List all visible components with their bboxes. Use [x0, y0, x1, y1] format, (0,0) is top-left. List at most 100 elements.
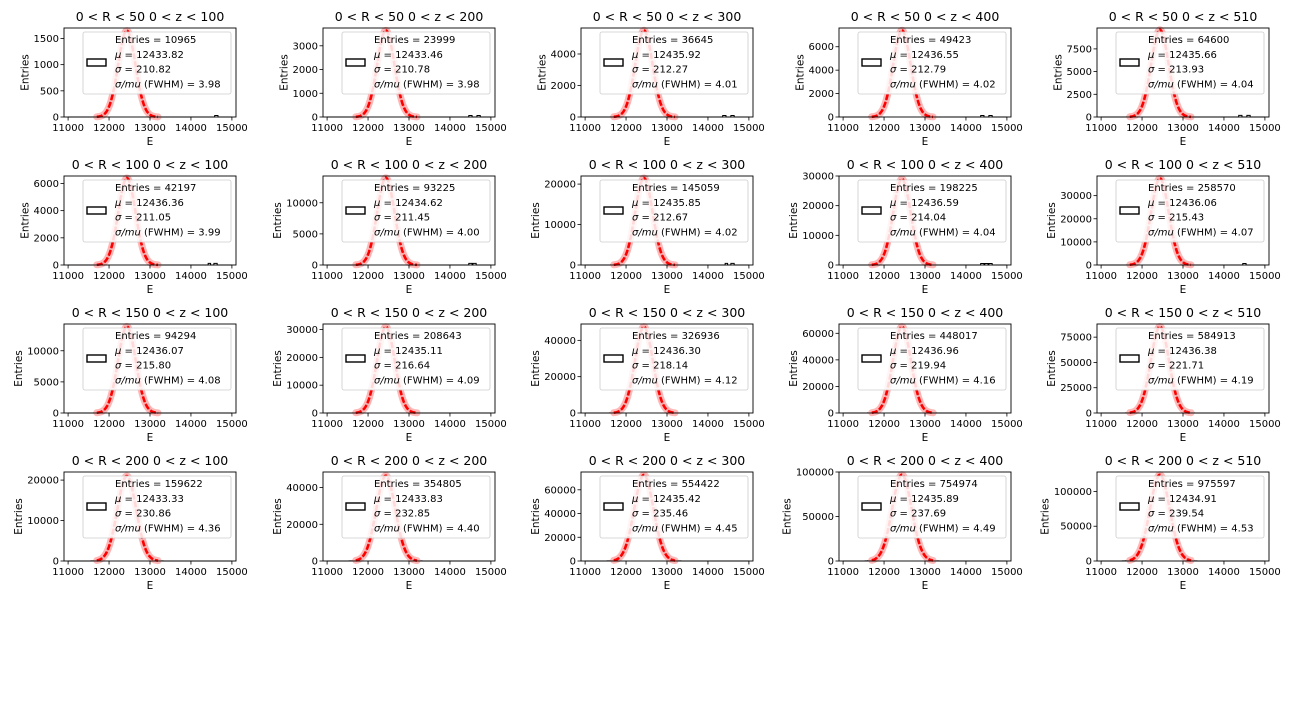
- legend-entry: Entries = 448017: [890, 331, 978, 342]
- x-tick-label: 14000: [434, 123, 466, 134]
- x-tick-label: 14000: [950, 419, 982, 430]
- x-tick-label: 15000: [1249, 419, 1281, 430]
- x-tick-label: 13000: [909, 419, 941, 430]
- x-tick-label: 13000: [1167, 123, 1199, 134]
- x-tick-label: 15000: [1249, 271, 1281, 282]
- subplot-title: 0 < R < 50 0 < z < 300: [593, 9, 742, 24]
- x-axis-label: E: [922, 136, 929, 148]
- legend-histogram-swatch: [861, 206, 882, 215]
- subplot-title: 0 < R < 150 0 < z < 400: [847, 305, 1004, 320]
- x-tick-label: 15000: [733, 271, 765, 282]
- fit-curve: [96, 29, 159, 119]
- legend-entry: σ/mu (FWHM) = 4.02: [890, 79, 996, 90]
- x-tick-label: 13000: [134, 419, 166, 430]
- y-tick-label: 4000: [551, 49, 576, 60]
- x-tick-label: 11000: [1085, 123, 1117, 134]
- x-tick-label: 12000: [1126, 123, 1158, 134]
- y-axis-label: Entries: [19, 54, 31, 91]
- subplot-10: 0 < R < 100 0 < z < 510 11000 12000 13000 14…: [1046, 157, 1281, 296]
- subplot-15: 0 < R < 150 0 < z < 510 11000 12000 13000 14…: [1046, 305, 1281, 444]
- legend-entry: Entries = 64600: [1148, 35, 1229, 46]
- y-tick-label: 20000: [1060, 214, 1092, 225]
- legend-entry: Entries = 159622: [115, 479, 203, 490]
- x-tick-label: 13000: [134, 271, 166, 282]
- y-tick-label: 10000: [544, 220, 576, 231]
- y-axis-label: Entries: [782, 498, 794, 535]
- y-tick-label: 20000: [802, 201, 834, 212]
- fit-curve: [1129, 176, 1192, 267]
- x-tick-label: 13000: [909, 567, 941, 578]
- x-tick-label: 15000: [991, 567, 1023, 578]
- subplot-7: 0 < R < 100 0 < z < 200 11000 12000 13000 14…: [272, 157, 507, 296]
- x-axis-label: E: [922, 432, 929, 444]
- y-tick-label: 10000: [802, 231, 834, 242]
- x-tick-label: 13000: [909, 123, 941, 134]
- y-tick-label: 20000: [544, 180, 576, 191]
- legend-entry: σ/mu (FWHM) = 3.99: [115, 227, 221, 238]
- legend-histogram-swatch: [86, 206, 107, 215]
- legend-histogram-swatch: [603, 502, 624, 511]
- fit-curve: [613, 29, 676, 119]
- subplot-13: 0 < R < 150 0 < z < 300 11000 12000 13000 14…: [530, 305, 765, 444]
- y-tick-label: 1000: [34, 60, 59, 71]
- legend: Entries = 258570 μ = 12436.06 σ = 215.43 σ/…: [1115, 179, 1265, 243]
- y-tick-label: 0: [312, 557, 318, 568]
- y-axis-label: Entries: [788, 202, 800, 239]
- y-tick-label: 10000: [27, 516, 59, 527]
- legend-entry: Entries = 93225: [374, 183, 455, 194]
- y-tick-label: 0: [570, 557, 576, 568]
- y-tick-label: 60000: [802, 329, 834, 340]
- x-tick-label: 11000: [827, 419, 859, 430]
- x-tick-label: 12000: [868, 271, 900, 282]
- legend: Entries = 94294 μ = 12436.07 σ = 215.80 σ/m…: [82, 327, 232, 391]
- x-axis-label: E: [922, 580, 929, 592]
- legend-box: [599, 179, 749, 243]
- y-tick-label: 2500: [1067, 90, 1092, 101]
- x-tick-label: 14000: [434, 419, 466, 430]
- x-tick-label: 13000: [393, 123, 425, 134]
- legend-entry: σ = 212.27: [632, 65, 688, 76]
- legend-entry: μ = 12436.55: [889, 50, 959, 61]
- x-tick-label: 11000: [569, 271, 601, 282]
- subplot-title: 0 < R < 200 0 < z < 400: [847, 453, 1004, 468]
- x-axis-label: E: [1180, 432, 1187, 444]
- x-tick-label: 12000: [868, 567, 900, 578]
- legend: Entries = 975597 μ = 12434.91 σ = 239.54 σ/…: [1115, 475, 1265, 539]
- y-tick-label: 0: [53, 409, 59, 420]
- x-tick-label: 13000: [651, 419, 683, 430]
- legend-entry: Entries = 42197: [115, 183, 196, 194]
- subplot-11: 0 < R < 150 0 < z < 100 11000 12000 13000 14…: [13, 305, 248, 444]
- y-axis-label: Entries: [1046, 350, 1058, 387]
- legend-entry: Entries = 145059: [632, 183, 720, 194]
- y-tick-label: 5000: [293, 229, 318, 240]
- legend-entry: σ/mu (FWHM) = 4.00: [374, 227, 480, 238]
- y-tick-label: 0: [828, 261, 834, 272]
- legend: Entries = 159622 μ = 12433.33 σ = 230.86 σ/…: [82, 475, 232, 539]
- legend-entry: μ = 12436.96: [889, 346, 959, 357]
- x-tick-label: 15000: [1249, 567, 1281, 578]
- y-tick-label: 0: [1086, 113, 1092, 124]
- legend-entry: σ/mu (FWHM) = 4.09: [374, 375, 480, 386]
- y-tick-label: 3000: [293, 41, 318, 52]
- y-tick-label: 40000: [802, 355, 834, 366]
- x-tick-label: 13000: [393, 419, 425, 430]
- x-tick-label: 12000: [352, 419, 384, 430]
- x-tick-label: 15000: [991, 419, 1023, 430]
- subplot-3: 0 < R < 50 0 < z < 300 11000 12000 13000 140…: [536, 9, 764, 148]
- x-tick-label: 14000: [692, 419, 724, 430]
- legend-histogram-swatch: [603, 58, 624, 67]
- x-axis-label: E: [664, 580, 671, 592]
- y-tick-label: 500: [40, 86, 59, 97]
- x-axis-label: E: [406, 580, 413, 592]
- fit-curve-glow: [868, 471, 937, 564]
- legend-box: [1115, 31, 1265, 95]
- y-tick-label: 30000: [1060, 191, 1092, 202]
- fit-curve: [1129, 325, 1192, 415]
- legend-entry: Entries = 10965: [115, 35, 196, 46]
- x-tick-label: 12000: [1126, 419, 1158, 430]
- x-tick-label: 13000: [651, 567, 683, 578]
- subplot-17: 0 < R < 200 0 < z < 200 11000 12000 13000 14…: [272, 453, 507, 592]
- x-tick-label: 12000: [93, 419, 125, 430]
- legend-entry: σ/mu (FWHM) = 4.16: [890, 375, 996, 386]
- subplot-title: 0 < R < 50 0 < z < 100: [76, 9, 225, 24]
